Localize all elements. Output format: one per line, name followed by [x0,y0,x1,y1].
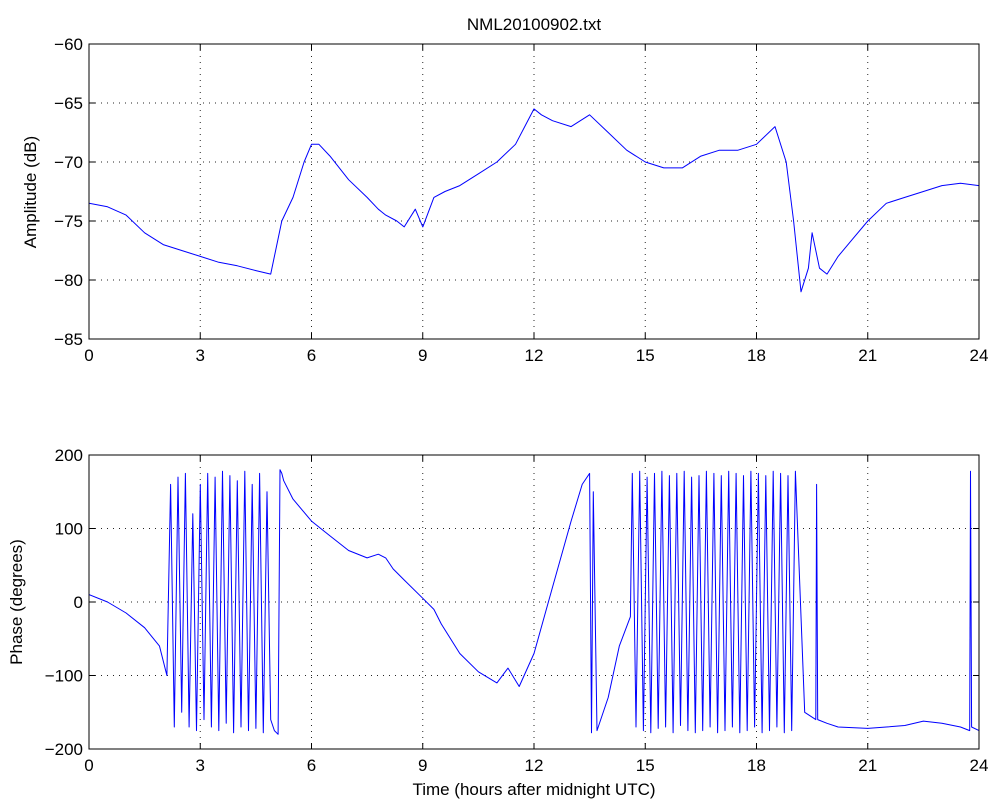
y-axis-label: Amplitude (dB) [21,136,40,248]
x-tick-label: 15 [636,756,655,775]
y-tick-label: 100 [55,520,83,539]
y-axis-label: Phase (degrees) [7,539,26,665]
x-tick-label: 9 [418,756,427,775]
plot-frame [88,43,980,340]
y-tick-label: −60 [54,35,83,54]
y-tick-label: 0 [74,593,83,612]
x-tick-label: 21 [858,756,877,775]
chart-title: NML20100902.txt [467,15,601,34]
x-tick-label: 6 [307,346,316,365]
y-tick-label: 200 [55,446,83,465]
x-tick-label: 9 [418,346,427,365]
x-tick-label: 18 [747,756,766,775]
y-tick-label: −65 [54,94,83,113]
x-tick-label: 12 [525,346,544,365]
x-tick-label: 24 [970,756,989,775]
x-tick-label: 15 [636,346,655,365]
y-tick-label: −80 [54,271,83,290]
x-tick-label: 0 [84,346,93,365]
amplitude-series-line [89,108,979,293]
x-tick-label: 3 [196,756,205,775]
x-tick-label: 6 [307,756,316,775]
y-tick-label: −200 [45,740,83,759]
phase-panel: 0 3 6 9 12 15 18 21 24 −200 −100 0 100 200 Phase (degr… [7,446,988,799]
amplitude-panel: 0 3 6 9 12 15 18 21 24 −85 −80 −75 −70 −65 −60 Amplitud… [21,35,988,365]
x-axis-label: Time (hours after midnight UTC) [412,780,655,799]
y-tick-label: −75 [54,212,83,231]
y-tick-label: −70 [54,153,83,172]
x-tick-label: 21 [858,346,877,365]
x-tick-label: 0 [84,756,93,775]
x-tick-label: 18 [747,346,766,365]
x-tick-label: 24 [970,346,989,365]
x-tick-label: 3 [196,346,205,365]
phase-series-line [89,469,979,735]
y-tick-label: −85 [54,330,83,349]
x-tick-label: 12 [525,756,544,775]
y-tick-label: −100 [45,667,83,686]
